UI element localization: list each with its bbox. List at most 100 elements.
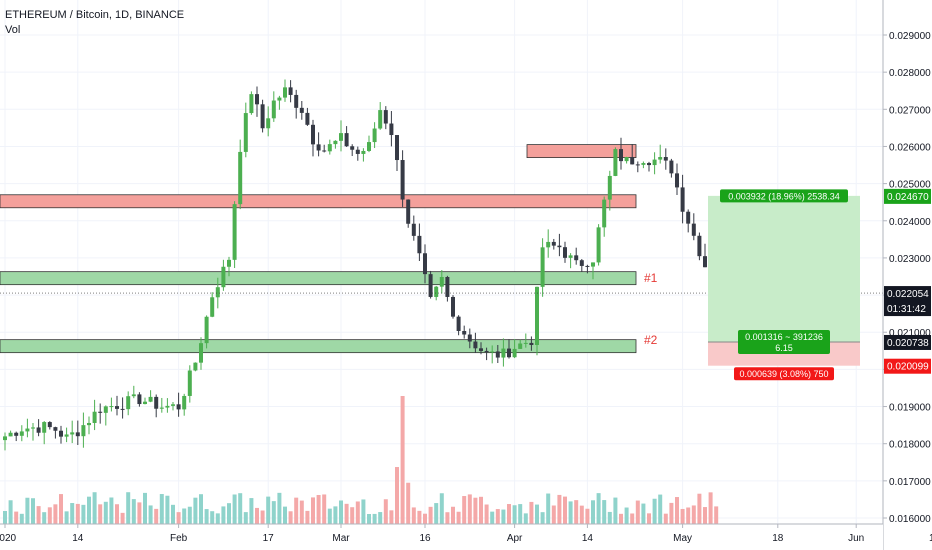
candle-body — [479, 348, 483, 351]
price-tick-label: 0.029000 — [889, 31, 931, 42]
volume-bar — [658, 494, 663, 524]
candle-body — [602, 199, 607, 228]
volume-bar — [591, 500, 595, 524]
volume-bar — [406, 482, 411, 524]
price-tick-label: 0.016000 — [889, 514, 931, 525]
volume-bar — [630, 513, 635, 524]
volume-bar — [182, 508, 187, 524]
candle-body — [652, 159, 657, 166]
volume-bar — [165, 495, 170, 524]
volume-bar — [540, 512, 545, 524]
candle-body — [131, 394, 136, 397]
volume-bar — [652, 498, 657, 524]
candle-body — [607, 175, 612, 200]
candle-body — [3, 436, 7, 441]
long-position-tool[interactable]: 0.003932 (18.96%) 2538.34 0.001316 ~ 3912… — [708, 189, 860, 381]
price-tick-label: 0.028000 — [889, 68, 931, 79]
volume-bar — [647, 513, 651, 524]
price-tick-label: 0.027000 — [889, 105, 931, 116]
volume-bar — [294, 497, 299, 524]
time-tick-label: Feb — [170, 533, 188, 544]
volume-bar — [288, 511, 293, 524]
volume-bar — [327, 508, 332, 524]
volume-bar — [714, 506, 719, 524]
candle-body — [137, 394, 142, 405]
current-price-badge-bg[interactable] — [884, 286, 931, 317]
target-price-badge: 0.024670 — [887, 192, 929, 203]
candle-body — [484, 350, 489, 353]
time-tick-label: May — [673, 533, 692, 544]
candle-body — [288, 87, 293, 95]
entry-price-badge: 0.020738 — [887, 338, 929, 349]
volume-bar — [204, 509, 209, 524]
candle-body — [165, 405, 170, 408]
candle-body — [210, 297, 215, 317]
volume-bar — [495, 509, 500, 524]
candle-body — [227, 259, 231, 267]
time-tick-label: 17 — [263, 533, 275, 544]
volume-bar — [255, 507, 259, 524]
candle-body — [529, 342, 534, 346]
volume-bar — [148, 505, 153, 524]
candle-body — [635, 164, 640, 166]
candle-body — [243, 113, 248, 152]
candle-body — [619, 149, 623, 162]
stop-price-badge-bg[interactable] — [884, 358, 931, 374]
volume-bar — [467, 494, 472, 524]
candle-body — [103, 406, 108, 413]
volume-bar — [607, 511, 612, 524]
candle-body — [697, 235, 702, 257]
candle-body — [680, 187, 685, 212]
candle-body — [59, 430, 63, 437]
volume-bar — [333, 506, 338, 524]
candle-body — [355, 149, 360, 154]
candle-body — [591, 262, 595, 267]
candle-body — [624, 157, 629, 162]
candle-body — [249, 94, 254, 114]
target-label[interactable]: 0.003932 (18.96%) 2538.34 — [720, 189, 848, 203]
price-axis[interactable]: 0.029000 0.028000 0.027000 0.026000 0.025000… — [882, 0, 932, 550]
support-zone-2 — [0, 339, 637, 354]
volume-bar — [484, 504, 489, 524]
candle-body — [613, 149, 618, 176]
volume-bar — [546, 493, 551, 524]
volume-bar — [479, 496, 483, 524]
target-price-badge-bg[interactable] — [884, 188, 931, 204]
resistance-zone-1 — [0, 194, 637, 209]
candle-body — [221, 266, 226, 288]
time-axis[interactable]: 2020 14 Feb 17 Mar 16 Apr 14 May 18 Jun 15 — [0, 523, 932, 550]
volume-bar — [31, 498, 35, 524]
volume-bar — [305, 510, 310, 524]
candle-body — [47, 422, 52, 428]
volume-bar — [686, 507, 691, 524]
candle-body — [467, 334, 472, 342]
candle-body — [647, 163, 651, 166]
candle-body — [277, 97, 282, 101]
volume-bar — [434, 503, 439, 524]
candle-body — [182, 395, 187, 410]
candle-body — [400, 160, 405, 200]
stop-label[interactable]: 0.000639 (3.08%) 750 — [734, 367, 834, 381]
volume-bar — [473, 497, 478, 524]
volume-bar — [64, 511, 69, 524]
volume-bar — [171, 504, 175, 524]
candle-body — [159, 407, 164, 409]
target-label-text: 0.003932 (18.96%) 2538.34 — [728, 191, 840, 201]
volume-bar — [663, 513, 668, 524]
volume-bar — [383, 499, 388, 524]
candle-body — [311, 124, 315, 145]
price-tick-label: 0.026000 — [889, 142, 931, 153]
candle-body — [378, 110, 383, 129]
volume-bar — [238, 493, 243, 524]
entry-price-badge-bg[interactable] — [884, 334, 931, 350]
volume-bar — [143, 492, 147, 524]
candle-body — [171, 404, 175, 406]
time-tick-label: 2020 — [0, 533, 17, 544]
volume-bar — [669, 502, 674, 524]
volume-bar — [568, 501, 573, 524]
volume-bar — [53, 504, 58, 524]
candle-body — [126, 396, 131, 410]
entry-label-bg — [738, 329, 830, 354]
